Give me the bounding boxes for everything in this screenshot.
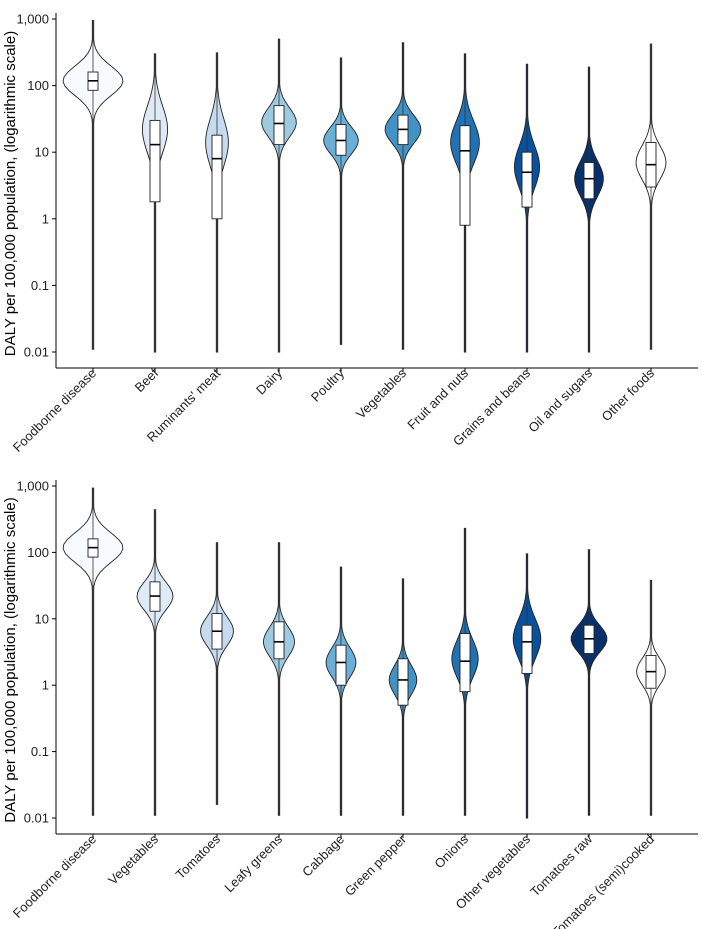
box-iqr <box>397 658 409 706</box>
box-iqr <box>583 162 595 200</box>
y-tick-label: 0.1 <box>31 278 49 293</box>
x-tick-label: Tomatoes (semi)cooked <box>549 832 657 929</box>
bottom-panel: DALY per 100,000 population, (logarithmi… <box>2 479 698 929</box>
violin-green-pepper <box>388 578 418 816</box>
violin-foodborne-disease <box>62 487 124 816</box>
x-tick-label: Other foods <box>598 365 657 424</box>
violin-poultry <box>323 57 359 345</box>
violin-tomatoes-semi-cooked <box>636 579 666 816</box>
violin-ruminants-meat <box>205 52 229 353</box>
x-tick-label: Cabbage <box>299 832 347 880</box>
y-axis-label: DALY per 100,000 population, (logarithmi… <box>2 497 19 822</box>
box-iqr <box>211 134 223 220</box>
box-iqr <box>335 644 347 686</box>
box-iqr <box>521 151 533 208</box>
x-tick-label: Foodborne disease <box>10 366 99 455</box>
y-tick-label: 0.1 <box>31 744 49 759</box>
violin-tomatoes-raw <box>570 549 608 816</box>
x-tick-label: Beef <box>132 365 162 395</box>
violin-tomatoes <box>200 542 234 805</box>
violin-leafy-greens <box>263 542 295 816</box>
violin-other-foods <box>635 43 667 350</box>
x-tick-label: Vegetables <box>353 365 409 421</box>
box-iqr <box>149 119 161 203</box>
x-tick-label: Green pepper <box>342 831 410 899</box>
violin-oil-and-sugars <box>574 66 604 353</box>
y-tick-label: 10 <box>35 145 49 160</box>
violin-dairy <box>261 38 297 353</box>
violin-foodborne-disease <box>62 20 124 350</box>
y-axis-label: DALY per 100,000 population, (logarithmi… <box>2 31 19 356</box>
x-tick-label: Leafy greens <box>221 831 285 895</box>
y-tick-label: 1,000 <box>16 479 49 494</box>
y-tick-label: 0.01 <box>24 811 49 826</box>
box-iqr <box>273 621 285 660</box>
x-tick-label: Fruit and nuts <box>404 365 471 432</box>
box-iqr <box>521 624 533 674</box>
box-iqr <box>459 125 471 226</box>
x-tick-label: Onions <box>431 831 471 871</box>
violin-cabbage <box>325 566 357 816</box>
x-tick-label: Tomatoes raw <box>527 831 595 899</box>
violin-onions <box>451 527 479 816</box>
violin-grains-and-beans <box>513 63 541 353</box>
violin-other-vegetables <box>512 553 542 819</box>
box-iqr <box>459 633 471 693</box>
y-tick-label: 100 <box>27 545 49 560</box>
violin-vegetables <box>384 42 422 350</box>
x-tick-label: Tomatoes <box>173 831 224 882</box>
box-iqr <box>273 105 285 146</box>
y-tick-label: 1,000 <box>16 12 49 27</box>
y-tick-label: 1 <box>42 211 49 226</box>
x-tick-label: Poultry <box>308 365 348 405</box>
x-tick-label: Foodborne disease <box>10 832 99 921</box>
violin-fruit-and-nuts <box>450 53 480 353</box>
y-tick-label: 1 <box>42 678 49 693</box>
violin-beef <box>141 53 169 353</box>
x-tick-label: Oil and sugars <box>525 365 595 435</box>
x-tick-label: Dairy <box>253 365 285 397</box>
y-tick-label: 0.01 <box>24 345 49 360</box>
violin-vegetables <box>136 509 174 816</box>
x-tick-label: Vegetables <box>105 831 161 887</box>
y-tick-label: 10 <box>35 611 49 626</box>
top-panel: DALY per 100,000 population, (logarithmi… <box>2 12 698 455</box>
y-tick-label: 100 <box>27 78 49 93</box>
